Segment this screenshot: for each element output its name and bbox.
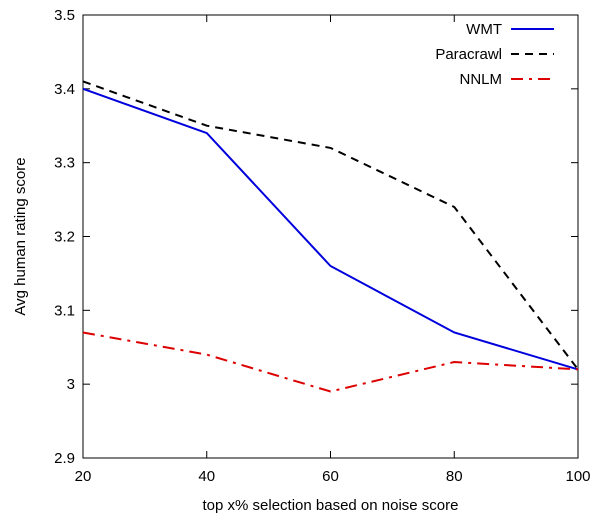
series-lines	[82, 80, 579, 393]
legend-label-paracrawl: Paracrawl	[435, 46, 502, 63]
x-tick-label: 40	[198, 468, 215, 485]
y-tick-label: 2.9	[54, 450, 75, 467]
y-tick-label: 3.4	[54, 81, 75, 98]
x-tick-label: 60	[322, 468, 339, 485]
x-tick-label: 80	[446, 468, 463, 485]
y-tick-label: 3	[67, 376, 75, 393]
axis-ticks: 2.9 3 3.1 3.2 3.3 3.4 3.5 20 40 60 80 100	[54, 7, 590, 485]
legend-label-nnlm: NNLM	[459, 71, 502, 88]
x-tick-label: 100	[565, 468, 590, 485]
series-line-paracrawl	[82, 80, 579, 371]
legend: WMT Paracrawl NNLM	[435, 21, 554, 88]
x-axis-title: top x% selection based on noise score	[203, 497, 459, 514]
y-tick-label: 3.5	[54, 7, 75, 24]
y-tick-label: 3.2	[54, 229, 75, 246]
x-tick-label: 20	[75, 468, 92, 485]
y-tick-label: 3.3	[54, 155, 75, 172]
legend-label-wmt: WMT	[466, 21, 502, 38]
series-line-nnlm	[82, 331, 579, 393]
y-tick-label: 3.1	[54, 302, 75, 319]
series-line-wmt	[82, 87, 579, 371]
y-axis-title: Avg human rating score	[12, 157, 29, 315]
